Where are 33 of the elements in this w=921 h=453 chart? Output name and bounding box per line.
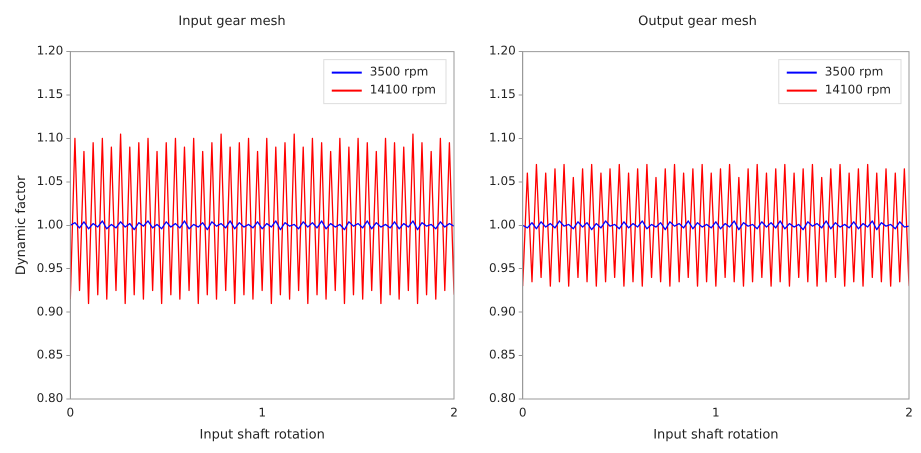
x-tick-label: 1 <box>712 405 720 420</box>
chart-title: Input gear mesh <box>178 14 286 30</box>
y-tick-label: 0.85 <box>489 348 516 362</box>
y-tick-label: 0.95 <box>36 260 64 275</box>
x-tick-label: 2 <box>905 405 913 420</box>
y-tick-label: 1.15 <box>489 87 516 102</box>
y-tick-label: 1.15 <box>36 87 64 102</box>
y-tick-label: 0.90 <box>489 304 516 318</box>
y-tick-label: 1.00 <box>489 217 516 232</box>
y-tick-label: 0.85 <box>36 348 64 362</box>
x-tick-label: 2 <box>450 405 458 420</box>
y-tick-label: 0.95 <box>489 260 516 275</box>
y-tick-label: 1.20 <box>489 44 516 58</box>
y-tick-label: 1.00 <box>36 217 64 232</box>
x-axis-title: Input shaft rotation <box>199 428 325 443</box>
y-tick-label: 0.80 <box>36 391 64 406</box>
legend-label: 14100 rpm <box>824 82 892 97</box>
chart-title: Output gear mesh <box>638 14 757 30</box>
x-axis-title: Input shaft rotation <box>653 428 779 443</box>
y-tick-label: 1.10 <box>489 130 516 145</box>
x-tick-label: 1 <box>258 405 266 420</box>
legend-label: 14100 rpm <box>370 82 436 97</box>
y-axis-title: Dynamic factor <box>14 174 30 276</box>
y-tick-label: 0.90 <box>36 304 64 318</box>
legend-label: 3500 rpm <box>370 64 428 79</box>
y-tick-label: 1.10 <box>36 130 64 145</box>
x-tick-label: 0 <box>66 405 74 420</box>
legend-label: 3500 rpm <box>824 64 884 79</box>
y-tick-label: 1.05 <box>489 174 516 188</box>
y-tick-label: 1.05 <box>36 174 64 188</box>
x-tick-label: 0 <box>518 405 527 420</box>
y-tick-label: 0.80 <box>489 391 516 406</box>
y-tick-label: 1.20 <box>36 44 64 58</box>
